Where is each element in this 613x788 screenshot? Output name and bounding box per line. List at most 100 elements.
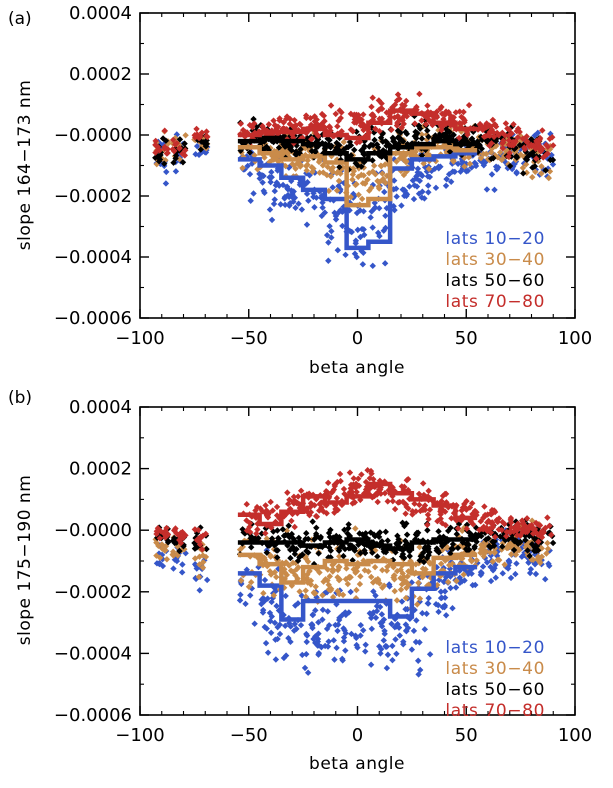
scatter-point [461, 119, 468, 126]
y-tick-label: 0.0002 [69, 64, 132, 85]
scatter-point [369, 224, 376, 231]
scatter-point [268, 168, 275, 176]
panel-a-y-axis-label: slope 164−173 nm [15, 80, 35, 251]
scatter-point [303, 190, 311, 198]
scatter-point [342, 251, 349, 259]
scatter-point [261, 576, 269, 584]
scatter-point [393, 567, 401, 575]
scatter-point [203, 128, 210, 135]
scatter-point [193, 125, 200, 133]
scatter-point [466, 160, 474, 168]
scatter-point [517, 532, 524, 539]
scatter-point [353, 209, 361, 217]
scatter-point [369, 168, 377, 175]
scatter-point [517, 137, 524, 145]
scatter-point [467, 532, 474, 540]
scatter-point [483, 186, 491, 193]
scatter-point [352, 160, 359, 167]
scatter-point [549, 161, 557, 168]
scatter-point [248, 585, 256, 592]
scatter-point [425, 189, 432, 196]
scatter-point [354, 226, 361, 234]
scatter-point [384, 651, 392, 658]
scatter-point [545, 174, 552, 182]
scatter-point [162, 527, 169, 535]
scatter-point [457, 168, 464, 175]
scatter-point [530, 148, 538, 155]
scatter-point [353, 253, 360, 261]
scatter-point [347, 485, 354, 492]
scatter-point [288, 147, 295, 154]
scatter-point [339, 222, 346, 230]
scatter-point [416, 543, 423, 551]
scatter-point [511, 537, 518, 545]
scatter-point [391, 615, 399, 623]
scatter-point [246, 523, 253, 531]
scatter-point [181, 151, 188, 159]
scatter-point [336, 590, 343, 598]
panel-b: (b) −100 −50 0 50 100 −0.0006 −0.0004 −0.0002 −0… [8, 388, 592, 774]
scatter-point [477, 549, 484, 557]
scatter-point [513, 153, 520, 160]
scatter-point [304, 508, 311, 515]
scatter-point [333, 144, 341, 151]
scatter-point [507, 574, 515, 582]
scatter-point [416, 557, 423, 564]
scatter-point [411, 182, 418, 189]
scatter-point [460, 571, 467, 578]
panel-a-marks [152, 90, 557, 270]
scatter-point [441, 508, 449, 515]
scatter-point [412, 561, 420, 568]
scatter-point [296, 554, 303, 561]
scatter-point [520, 540, 527, 547]
scatter-point [316, 169, 323, 176]
scatter-point [172, 134, 179, 142]
scatter-point [288, 517, 295, 525]
scatter-point [272, 656, 280, 663]
scatter-point [337, 206, 344, 214]
scatter-point [313, 594, 320, 601]
scatter-point [530, 533, 537, 541]
scatter-point [426, 548, 433, 556]
scatter-point [425, 487, 432, 495]
scatter-point [442, 539, 449, 547]
scatter-point [456, 579, 464, 586]
scatter-point [360, 208, 367, 215]
scatter-point [392, 636, 399, 643]
scatter-point [368, 611, 375, 618]
scatter-point [276, 630, 284, 638]
scatter-point [453, 530, 460, 538]
scatter-point [176, 144, 183, 152]
scatter-point [524, 525, 531, 532]
scatter-point [307, 503, 314, 511]
scatter-point [499, 139, 506, 147]
scatter-point [271, 569, 279, 576]
scatter-point [303, 221, 311, 228]
scatter-point [449, 540, 457, 548]
scatter-point [164, 145, 171, 153]
scatter-point [249, 127, 256, 134]
scatter-point [435, 528, 442, 535]
scatter-point [250, 115, 257, 123]
scatter-point [397, 574, 404, 582]
scatter-point [268, 613, 276, 620]
scatter-point [282, 162, 289, 170]
scatter-point [398, 202, 405, 209]
scatter-point [376, 232, 383, 240]
scatter-point [531, 132, 538, 139]
scatter-point [291, 123, 299, 131]
scatter-point [546, 135, 554, 143]
scatter-point [378, 623, 386, 630]
scatter-point [285, 634, 292, 642]
scatter-point [546, 562, 553, 570]
scatter-point [371, 199, 378, 207]
scatter-point [170, 565, 177, 572]
scatter-point [381, 161, 389, 168]
scatter-point [478, 541, 485, 549]
scatter-point [353, 586, 360, 594]
scatter-point [448, 545, 455, 552]
scatter-point [544, 539, 551, 547]
scatter-point [398, 581, 406, 588]
scatter-point [320, 169, 327, 176]
